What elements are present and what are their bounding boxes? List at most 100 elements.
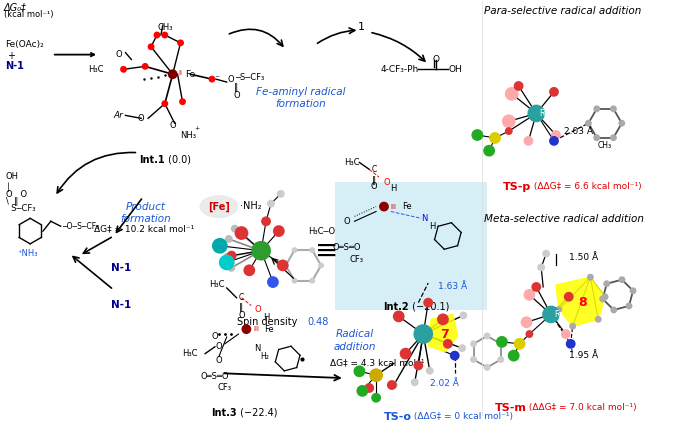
- Text: CF₃: CF₃: [349, 255, 364, 264]
- Text: O: O: [371, 182, 377, 192]
- Text: O: O: [212, 332, 219, 341]
- Text: ─O─S─CF₃: ─O─S─CF₃: [62, 222, 100, 231]
- Circle shape: [310, 278, 315, 284]
- Circle shape: [399, 348, 412, 360]
- Text: │: │: [5, 182, 10, 192]
- Circle shape: [601, 293, 608, 300]
- Text: O: O: [432, 55, 440, 64]
- Circle shape: [610, 134, 617, 141]
- Circle shape: [292, 247, 297, 253]
- Circle shape: [227, 251, 236, 260]
- Circle shape: [537, 263, 545, 271]
- Text: Product
formation: Product formation: [121, 202, 171, 224]
- Circle shape: [223, 253, 231, 261]
- Circle shape: [514, 81, 523, 91]
- Text: N: N: [421, 214, 427, 223]
- Circle shape: [497, 340, 504, 347]
- Text: ⁺: ⁺: [195, 126, 199, 136]
- Text: 8: 8: [578, 296, 587, 309]
- Polygon shape: [556, 277, 605, 326]
- Circle shape: [610, 307, 617, 313]
- Circle shape: [483, 145, 495, 156]
- Text: ≡: ≡: [315, 237, 338, 265]
- Polygon shape: [428, 315, 458, 351]
- Circle shape: [514, 338, 525, 350]
- Circle shape: [489, 132, 501, 144]
- Circle shape: [484, 364, 490, 371]
- Circle shape: [267, 276, 279, 288]
- Text: (ΔΔG‡ = 0 kcal mol⁻¹): (ΔΔG‡ = 0 kcal mol⁻¹): [412, 413, 514, 421]
- Text: H₃C: H₃C: [88, 65, 104, 74]
- Circle shape: [120, 66, 127, 73]
- Circle shape: [497, 356, 504, 363]
- Text: (ΔΔG‡ = 6.6 kcal mol⁻¹): (ΔΔG‡ = 6.6 kcal mol⁻¹): [532, 182, 642, 191]
- Text: TS-p: TS-p: [503, 182, 532, 192]
- Text: O: O: [255, 305, 262, 314]
- Circle shape: [508, 350, 520, 362]
- Text: H₂: H₂: [260, 352, 269, 361]
- Text: H: H: [263, 313, 269, 322]
- Circle shape: [251, 241, 271, 260]
- Circle shape: [551, 130, 561, 140]
- Text: O: O: [138, 114, 145, 123]
- Circle shape: [177, 39, 184, 46]
- Ellipse shape: [200, 196, 238, 218]
- Circle shape: [219, 255, 234, 271]
- Text: Fe: Fe: [264, 325, 274, 334]
- Text: C: C: [371, 165, 377, 174]
- Circle shape: [625, 302, 632, 310]
- Circle shape: [142, 63, 149, 70]
- Text: (−20.1): (−20.1): [408, 302, 449, 312]
- Text: 7: 7: [440, 327, 449, 340]
- Text: 4-CF₃-Ph: 4-CF₃-Ph: [380, 65, 419, 74]
- Circle shape: [450, 351, 460, 360]
- Circle shape: [587, 274, 594, 281]
- Text: Fe: Fe: [186, 70, 196, 79]
- Circle shape: [310, 247, 315, 253]
- Text: 0.48: 0.48: [308, 318, 329, 327]
- Circle shape: [234, 226, 249, 240]
- Circle shape: [227, 264, 235, 272]
- Text: 1.63 Å: 1.63 Å: [438, 282, 467, 291]
- Text: TS-o: TS-o: [384, 413, 412, 422]
- Text: ΔG‡ = 10.2 kcal mol⁻¹: ΔG‡ = 10.2 kcal mol⁻¹: [94, 224, 195, 233]
- Circle shape: [414, 324, 433, 344]
- Circle shape: [426, 367, 434, 375]
- Circle shape: [243, 265, 256, 276]
- Text: S─CF₃: S─CF₃: [5, 204, 35, 213]
- Text: O═S═O: O═S═O: [332, 243, 361, 252]
- Circle shape: [212, 238, 227, 254]
- Circle shape: [387, 380, 397, 390]
- Text: +: +: [7, 51, 14, 61]
- Text: O: O: [238, 311, 245, 320]
- Circle shape: [471, 129, 483, 141]
- Circle shape: [523, 289, 535, 301]
- Text: Fe: Fe: [539, 109, 548, 118]
- Text: 2.03 Å: 2.03 Å: [564, 127, 593, 136]
- Circle shape: [261, 216, 271, 226]
- Circle shape: [521, 316, 532, 328]
- Circle shape: [610, 106, 617, 112]
- Circle shape: [505, 87, 519, 100]
- Text: O   O: O O: [5, 190, 27, 199]
- Text: Radical
addition: Radical addition: [333, 329, 376, 351]
- Text: C: C: [239, 293, 244, 302]
- Text: ·NH₂: ·NH₂: [240, 201, 262, 211]
- Circle shape: [283, 262, 288, 268]
- Text: II: II: [179, 70, 183, 76]
- Text: ΔG‡ = 4.3 kcal mol⁻¹: ΔG‡ = 4.3 kcal mol⁻¹: [330, 359, 425, 368]
- Circle shape: [423, 298, 433, 307]
- Text: NH₃: NH₃: [181, 131, 197, 139]
- Circle shape: [532, 282, 541, 292]
- Circle shape: [496, 336, 508, 348]
- Text: Int.2: Int.2: [383, 302, 408, 312]
- Text: Spin density: Spin density: [236, 318, 300, 327]
- Text: N: N: [254, 344, 260, 353]
- Text: [Fe]: [Fe]: [208, 201, 229, 212]
- Text: H₃C: H₃C: [209, 280, 225, 289]
- Text: (ΔΔG‡ = 7.0 kcal mol⁻¹): (ΔΔG‡ = 7.0 kcal mol⁻¹): [527, 403, 637, 412]
- Circle shape: [414, 360, 423, 370]
- Circle shape: [593, 106, 600, 112]
- Text: OH: OH: [5, 172, 18, 181]
- Circle shape: [273, 225, 285, 237]
